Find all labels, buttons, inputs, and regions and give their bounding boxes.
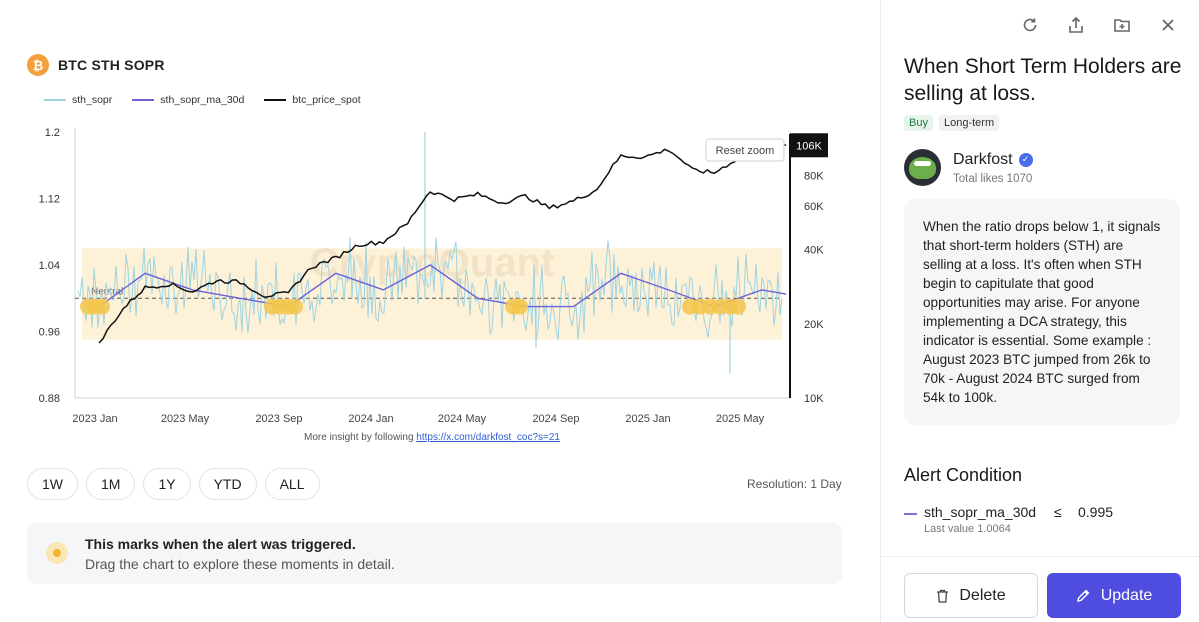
delete-button[interactable]: Delete: [904, 573, 1038, 618]
range-ytd-button[interactable]: YTD: [198, 468, 257, 500]
refresh-icon[interactable]: [1017, 12, 1043, 38]
alert-title: When Short Term Holders are selling at l…: [904, 55, 1182, 105]
tag-buy: Buy: [904, 115, 933, 131]
update-button[interactable]: Update: [1047, 573, 1181, 618]
series-sth-sopr-ma-30d: [98, 264, 787, 308]
x-tick-label: 2025 Jan: [625, 413, 670, 425]
reset-zoom-label: Reset zoom: [716, 145, 775, 157]
add-folder-icon[interactable]: [1109, 12, 1135, 38]
verified-badge-icon: ✓: [1018, 152, 1033, 167]
series-color-icon: [904, 513, 917, 515]
right-tick-label: 10K: [804, 393, 824, 405]
author-block[interactable]: Darkfost ✓ Total likes 1070: [904, 149, 1033, 186]
alert-trigger-marker: [287, 298, 303, 315]
x-tick-label: 2024 May: [438, 413, 487, 425]
series-sth-sopr: [77, 236, 783, 341]
x-tick-label: 2024 Jan: [348, 413, 393, 425]
author-likes: Total likes 1070: [953, 172, 1033, 185]
condition-metric: sth_sopr_ma_30d: [924, 504, 1037, 520]
chart-panel: ₿ BTC STH SOPR sth_sopr sth_sopr_ma_30d …: [0, 54, 880, 584]
author-name[interactable]: Darkfost ✓: [953, 151, 1033, 169]
x-tick-label: 2023 Sep: [255, 413, 302, 425]
range-1w-button[interactable]: 1W: [27, 468, 78, 500]
alert-trigger-marker: [94, 298, 110, 315]
legend-label: sth_sopr: [72, 94, 113, 106]
reset-zoom-button[interactable]: [705, 138, 785, 162]
x-tick-label: 2025 May: [716, 413, 765, 425]
chart-legend: sth_sopr sth_sopr_ma_30d btc_price_spot: [44, 94, 361, 106]
footer-text: More insight by following: [304, 432, 416, 443]
avatar[interactable]: [904, 149, 941, 186]
x-tick-label: 2023 Jan: [72, 413, 117, 425]
divider: [881, 556, 1199, 557]
resolution-label: Resolution: 1 Day: [747, 477, 842, 491]
legend-label: btc_price_spot: [292, 94, 361, 106]
footer-link[interactable]: https://x.com/darkfost_coc?s=21: [416, 432, 560, 443]
y-tick-label: 0.88: [39, 393, 60, 405]
right-tick-label: 40K: [804, 245, 824, 257]
range-1m-button[interactable]: 1M: [86, 468, 136, 500]
current-price-label: 106K: [796, 140, 822, 152]
current-price-box: [790, 133, 828, 158]
y-tick-label: 1.04: [39, 260, 60, 272]
range-1y-button[interactable]: 1Y: [143, 468, 191, 500]
y-tick-label: 0.96: [39, 327, 60, 339]
notice-subtitle: Drag the chart to explore these moments …: [85, 556, 395, 572]
condition-last-value: Last value 1.0064: [924, 523, 1011, 535]
close-icon[interactable]: [1155, 12, 1181, 38]
alert-condition-title: Alert Condition: [904, 465, 1023, 485]
x-tick-label: 2024 Sep: [532, 413, 579, 425]
x-tick-label: 2023 May: [161, 413, 210, 425]
condition-operator: ≤: [1054, 504, 1062, 520]
chart-title: BTC STH SOPR: [58, 57, 165, 73]
bitcoin-icon: ₿: [27, 54, 49, 76]
tag-long-term: Long-term: [938, 115, 1000, 131]
series-btc-price-spot: [98, 143, 787, 344]
y-tick-label: 1.2: [45, 127, 60, 139]
legend-item-sth-sopr[interactable]: sth_sopr: [44, 94, 112, 106]
marker-dot-icon: [46, 542, 68, 564]
alert-trigger-marker: [730, 298, 746, 315]
panel-toolbar: [1017, 12, 1181, 38]
alert-description: When the ratio drops below 1, it signals…: [904, 199, 1180, 425]
chart-plot[interactable]: CryptoQuant1.21.121.040.960.8880K60K40K2…: [0, 120, 880, 450]
right-tick-label: 80K: [804, 170, 824, 182]
trash-icon: [937, 589, 949, 603]
y-tick-label: 1.12: [39, 194, 60, 206]
delete-label: Delete: [959, 586, 1006, 604]
trigger-notice: This marks when the alert was triggered.…: [27, 523, 842, 584]
legend-swatch: [44, 99, 66, 101]
chart-header: ₿ BTC STH SOPR: [27, 54, 165, 76]
time-range-buttons: 1W 1M 1Y YTD ALL: [27, 468, 320, 500]
legend-swatch: [132, 99, 155, 101]
author-name-text: Darkfost: [953, 150, 1013, 168]
right-tick-label: 60K: [804, 201, 824, 213]
legend-swatch: [264, 99, 287, 101]
condition-value: 0.995: [1078, 504, 1114, 520]
edit-pencil-icon: [1076, 589, 1090, 602]
chart-footer: More insight by following https://x.com/…: [304, 432, 560, 443]
right-tick-label: 20K: [804, 319, 824, 331]
share-icon[interactable]: [1063, 12, 1089, 38]
alert-trigger-marker: [512, 298, 528, 315]
legend-label: sth_sopr_ma_30d: [160, 94, 245, 106]
alert-detail-panel: When Short Term Holders are selling at l…: [880, 0, 1199, 622]
alert-tags: Buy Long-term: [904, 115, 1000, 131]
notice-title: This marks when the alert was triggered.: [85, 536, 356, 552]
range-all-button[interactable]: ALL: [264, 468, 320, 500]
update-label: Update: [1100, 586, 1153, 604]
legend-item-btc-price[interactable]: btc_price_spot: [264, 94, 361, 106]
legend-item-sth-sopr-ma[interactable]: sth_sopr_ma_30d: [132, 94, 244, 106]
